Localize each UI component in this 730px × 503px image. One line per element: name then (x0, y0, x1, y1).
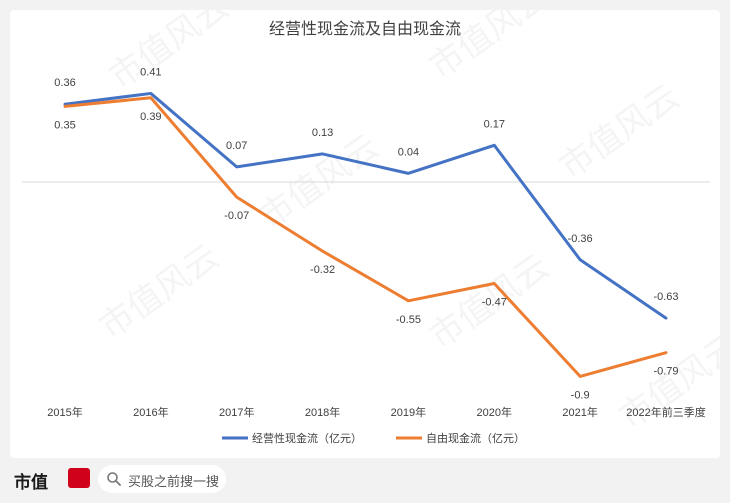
watermark-text: 市值风云 (552, 77, 686, 188)
brand-mark-icon (68, 468, 90, 488)
brand-logo[interactable]: 市值 (14, 473, 48, 493)
x-tick-label: 2021年 (562, 405, 597, 419)
series-layer (63, 91, 668, 378)
data-label: -0.32 (310, 264, 335, 276)
data-label: -0.47 (482, 297, 507, 309)
data-label: 0.04 (398, 146, 419, 158)
data-label: 0.17 (484, 118, 505, 130)
search-placeholder: 买股之前搜一搜 (128, 475, 220, 490)
footer-bar: 市值 买股之前搜一搜 (0, 458, 730, 503)
data-label: 0.07 (226, 140, 247, 152)
legend: 经营性现金流（亿元） 自由现金流（亿元） (222, 431, 525, 445)
data-label: 0.36 (54, 77, 75, 89)
search-box[interactable]: 买股之前搜一搜 (98, 465, 226, 493)
watermark-text: 市值风云 (92, 237, 226, 348)
legend-label: 经营性现金流（亿元） (252, 431, 362, 445)
data-label: -0.9 (571, 389, 590, 401)
x-tick-label: 2018年 (305, 405, 340, 419)
data-label: -0.63 (653, 291, 678, 303)
x-tick-label: 2019年 (391, 405, 426, 419)
series-line (63, 91, 668, 320)
data-label: 0.13 (312, 127, 333, 139)
data-label: 0.39 (140, 111, 161, 123)
data-label: -0.55 (396, 314, 421, 326)
search-icon (107, 472, 121, 486)
data-label: -0.79 (653, 366, 678, 378)
data-label: 0.35 (54, 119, 75, 131)
data-label: 0.41 (140, 66, 161, 78)
x-tick-label: 2020年 (477, 405, 512, 419)
watermark-text: 市值风云 (612, 327, 720, 438)
x-tick-label: 2016年 (133, 405, 168, 419)
x-tick-label: 2017年 (219, 405, 254, 419)
data-label: -0.36 (568, 233, 593, 245)
x-tick-label: 2015年 (47, 405, 82, 419)
x-axis-ticks: 2015年 2016年 2017年 2018年 2019年 2020年 2021年 2022年… (47, 405, 705, 419)
data-labels: 0.36 0.41 0.07 0.13 0.04 0.17 -0.36 -0.63 0.35 0.… (54, 66, 678, 401)
legend-label: 自由现金流（亿元） (426, 431, 525, 445)
chart-card: 市值风云 市值风云 市值风云 市值风云 市值风云 市值风云 市值风云 经营性现金流及自由现金… (10, 10, 720, 458)
watermark-text: 市值风云 (102, 10, 236, 97)
chart-title: 经营性现金流及自由现金流 (269, 20, 461, 38)
data-label: -0.07 (224, 210, 249, 222)
x-tick-label: 2022年前三季度 (626, 405, 705, 419)
series-line (63, 96, 668, 378)
